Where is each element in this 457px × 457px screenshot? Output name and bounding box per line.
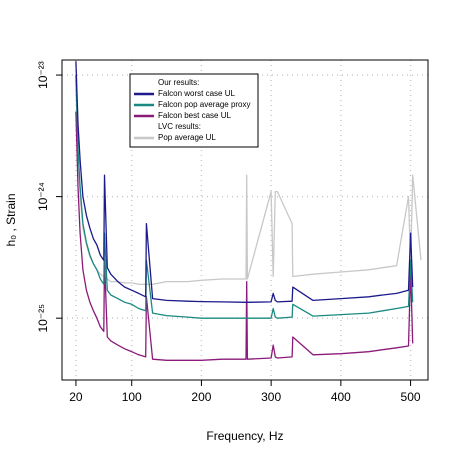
x-axis-label: Frequency, Hz (206, 429, 283, 443)
x-tick-label: 100 (122, 390, 142, 404)
series-line (75, 75, 414, 319)
x-tick-label: 300 (261, 390, 281, 404)
y-tick-label: 10⁻²⁵ (36, 304, 50, 333)
plot-frame (61, 59, 429, 381)
series-line (75, 111, 414, 361)
legend-label: Pop average UL (158, 133, 216, 142)
x-tick-label: 500 (401, 390, 421, 404)
legend-box (129, 73, 259, 148)
y-tick-label: 10⁻²⁴ (36, 182, 50, 211)
legend-label: Falcon worst case UL (158, 89, 235, 98)
x-tick-label: 200 (191, 390, 211, 404)
series-line (75, 61, 414, 303)
x-tick-label: 400 (331, 390, 351, 404)
y-axis-label: h₀ , Strain (4, 193, 18, 246)
legend-header: LVC results: (158, 122, 201, 131)
legend-label: Falcon best case UL (158, 111, 231, 120)
y-tick-label: 10⁻²³ (36, 61, 50, 89)
x-tick-label: 20 (69, 390, 83, 404)
legend-label: Falcon pop average proxy (158, 100, 251, 109)
legend-header: Our results: (158, 78, 199, 87)
legend: Our results: Falcon worst case UL Falcon p… (129, 73, 259, 148)
